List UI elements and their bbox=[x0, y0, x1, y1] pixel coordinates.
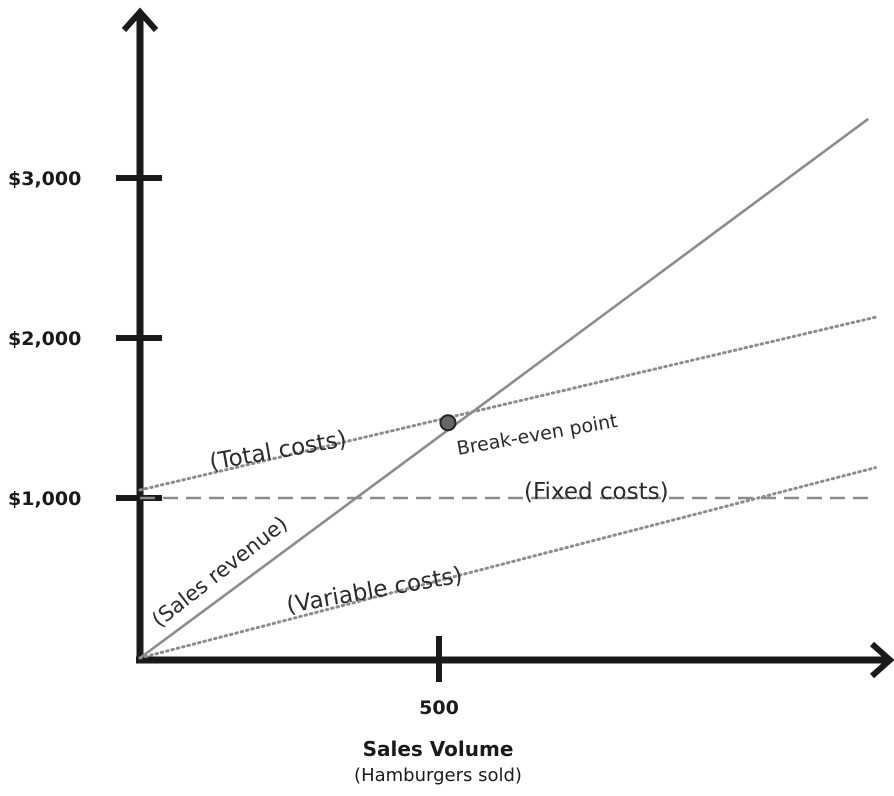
x-axis-title: Sales Volume (Hamburgers sold) bbox=[354, 737, 522, 786]
axes bbox=[121, 7, 894, 679]
fixed-costs-label: (Fixed costs) bbox=[524, 479, 669, 505]
break-even-point-marker bbox=[439, 414, 457, 432]
y-tick-label: $1,000 bbox=[8, 488, 81, 510]
break-even-annotation: Break-even point bbox=[439, 410, 619, 460]
y-tick-label: $3,000 bbox=[8, 168, 81, 190]
sales-revenue-label: (Sales revenue) bbox=[147, 511, 292, 631]
break-even-point-label: Break-even point bbox=[455, 410, 619, 460]
x-axis-sublabel: (Hamburgers sold) bbox=[354, 765, 522, 786]
x-ticks: 500 bbox=[419, 636, 459, 719]
series bbox=[138, 117, 878, 660]
variable-costs-label: (Variable costs) bbox=[285, 562, 465, 619]
total-costs-line bbox=[138, 315, 878, 492]
x-axis-arrow-icon bbox=[870, 641, 894, 679]
series-labels: (Total costs) (Fixed costs) (Sales reven… bbox=[147, 426, 668, 632]
x-tick-label: 500 bbox=[419, 697, 459, 719]
total-costs-label: (Total costs) bbox=[208, 426, 349, 476]
y-ticks: $1,000 $2,000 $3,000 bbox=[8, 168, 162, 510]
variable-costs-line bbox=[138, 466, 878, 660]
y-tick-label: $2,000 bbox=[8, 328, 81, 350]
x-axis-label: Sales Volume bbox=[363, 737, 514, 761]
y-axis-arrow-icon bbox=[121, 7, 159, 32]
sales-revenue-line bbox=[139, 117, 870, 660]
